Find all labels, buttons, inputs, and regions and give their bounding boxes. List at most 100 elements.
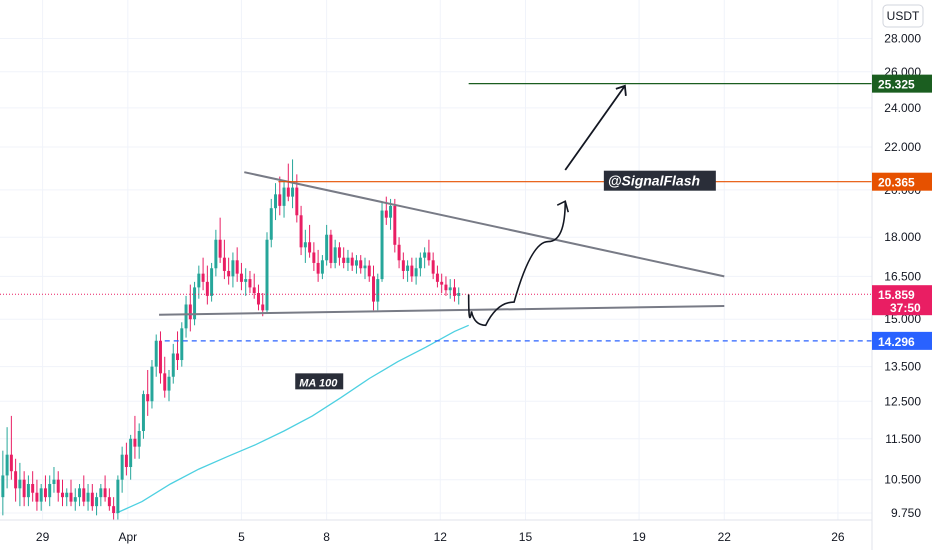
- candle-body: [141, 394, 145, 432]
- candle-body: [201, 273, 205, 282]
- y-tick-label: 10.500: [884, 473, 921, 487]
- candle-body: [154, 340, 158, 367]
- candle-body: [320, 260, 324, 274]
- candle-body: [397, 244, 401, 261]
- candle: [184, 295, 188, 338]
- candle: [274, 183, 278, 221]
- candle: [444, 276, 448, 296]
- resistance-price-tag-value: 20.365: [878, 176, 915, 190]
- candle-body: [176, 353, 180, 361]
- candle: [86, 483, 90, 511]
- candle-body: [256, 293, 260, 305]
- candle: [82, 475, 86, 507]
- target-price-tag-bg: [872, 74, 932, 93]
- candle: [124, 442, 128, 476]
- candle-body: [112, 506, 116, 514]
- candle-body: [171, 353, 175, 377]
- y-tick-label: 12.500: [884, 394, 921, 408]
- candle-body: [427, 252, 431, 261]
- candle: [201, 257, 205, 291]
- candle-body: [269, 208, 273, 240]
- candle-body: [312, 252, 316, 263]
- candle: [406, 260, 410, 282]
- candle: [60, 479, 64, 507]
- candle: [9, 415, 13, 480]
- candle-body: [1, 475, 5, 498]
- candle: [218, 217, 222, 263]
- candle-body: [423, 252, 427, 258]
- candle: [205, 265, 209, 305]
- ma-label: MA 100: [299, 377, 338, 389]
- current-price-tag-bg: [872, 285, 932, 316]
- candle: [158, 331, 162, 384]
- candle-body: [107, 497, 111, 507]
- candle: [56, 471, 60, 502]
- candle-body: [26, 483, 30, 498]
- candle-body: [180, 328, 184, 361]
- support-price-tag-value: 14.296: [878, 335, 915, 349]
- x-tick-label: 29: [36, 530, 50, 544]
- candle: [48, 475, 52, 507]
- candle-body: [95, 497, 99, 507]
- candle: [146, 369, 150, 416]
- candle: [354, 255, 358, 274]
- candle-body: [103, 488, 107, 498]
- candle: [116, 475, 120, 520]
- candle-body: [120, 454, 124, 480]
- candle-body: [333, 247, 337, 263]
- candle: [384, 196, 388, 225]
- candle: [73, 488, 77, 511]
- candle: [448, 279, 452, 299]
- candle: [410, 257, 414, 282]
- candle: [214, 229, 218, 277]
- candle-body: [329, 234, 333, 263]
- candle: [380, 201, 384, 282]
- candle: [265, 232, 269, 314]
- candle: [325, 224, 329, 266]
- candle: [346, 249, 350, 271]
- candle-body: [435, 273, 439, 282]
- candle: [269, 198, 273, 248]
- candle-body: [363, 265, 367, 269]
- candle: [235, 247, 239, 282]
- resistance-price-tag: 20.365: [872, 172, 932, 191]
- candle: [222, 239, 226, 280]
- candle: [197, 265, 201, 299]
- candle-body: [39, 488, 43, 502]
- candle: [129, 434, 133, 480]
- candle: [133, 415, 137, 459]
- y-tick-label: 16.500: [884, 269, 921, 283]
- candle: [150, 360, 154, 409]
- y-tick-label: 18.000: [884, 230, 921, 244]
- ma-layer: [116, 324, 469, 514]
- candle-body: [73, 497, 77, 502]
- candle-body: [163, 373, 167, 391]
- candle-body: [440, 281, 444, 285]
- candle: [350, 252, 354, 271]
- candle: [78, 483, 82, 507]
- candle-body: [65, 492, 69, 498]
- candle-body: [5, 454, 9, 476]
- candle: [397, 237, 401, 269]
- candle: [414, 257, 418, 285]
- candle-body: [146, 394, 150, 402]
- candle-body: [31, 483, 35, 493]
- candle-body: [342, 257, 346, 263]
- candle-body: [414, 268, 418, 277]
- candle-body: [56, 479, 60, 493]
- grid: [0, 0, 872, 520]
- candle: [295, 174, 299, 223]
- candle-body: [124, 454, 128, 468]
- candle: [120, 446, 124, 493]
- candle: [210, 262, 214, 302]
- candle-body: [265, 239, 269, 311]
- candle: [359, 255, 363, 274]
- signal-badge-bg: [603, 170, 716, 191]
- candle: [423, 247, 427, 269]
- candle-body: [9, 454, 13, 472]
- candle-body: [52, 479, 56, 484]
- candle-body: [22, 479, 26, 498]
- candle-body: [431, 260, 435, 274]
